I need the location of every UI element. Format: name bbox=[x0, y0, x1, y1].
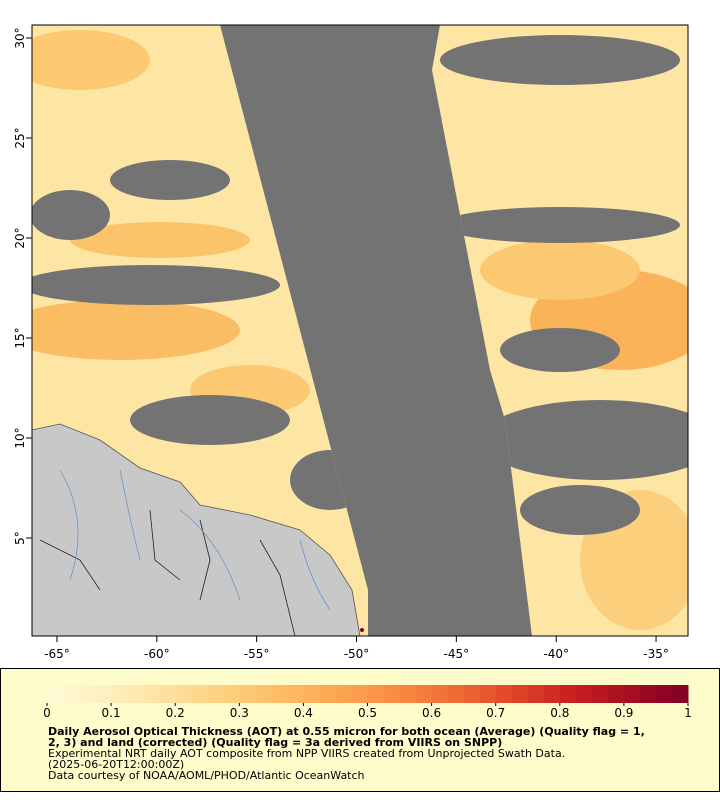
colorbar-cell bbox=[431, 685, 449, 703]
colorbar-tick-label: 0.9 bbox=[614, 706, 633, 720]
x-tick-label: -40° bbox=[543, 647, 569, 661]
colorbar-cell bbox=[527, 685, 545, 703]
colorbar-cell bbox=[479, 685, 497, 703]
colorbar-tick-label: 0.3 bbox=[230, 706, 249, 720]
caption-note: (2025-06-20T12:00:00Z) bbox=[48, 758, 184, 771]
y-tick-label: 25° bbox=[13, 127, 27, 148]
colorbar-cell bbox=[127, 685, 144, 703]
colorbar-cell bbox=[303, 685, 320, 703]
colorbar-tick-label: 0.1 bbox=[102, 706, 121, 720]
colorbar-cell bbox=[319, 685, 336, 703]
colorbar-cell bbox=[175, 685, 192, 703]
colorbar-cell bbox=[239, 685, 256, 703]
colorbar: 0 0.1 0.2 0.3 0.4 0.5 0.6 0.7 0.8 0.9 1 bbox=[43, 685, 692, 720]
colorbar-cell bbox=[623, 685, 641, 703]
colorbar-cell bbox=[495, 685, 513, 703]
colorbar-cell bbox=[559, 685, 577, 703]
colorbar-tick-label: 0.5 bbox=[358, 706, 377, 720]
colorbar-cell bbox=[47, 685, 64, 703]
colorbar-cell bbox=[591, 685, 609, 703]
colorbar-cell bbox=[399, 685, 417, 703]
x-tick-label: -65° bbox=[44, 647, 70, 661]
caption-title: Daily Aerosol Optical Thickness (AOT) at… bbox=[48, 725, 645, 738]
colorbar-cell bbox=[463, 685, 481, 703]
caption-title: 2, 3) and land (corrected) (Quality flag… bbox=[48, 736, 502, 749]
colorbar-tick-label: 0.4 bbox=[294, 706, 313, 720]
caption-note: Experimental NRT daily AOT composite fro… bbox=[48, 747, 565, 760]
colorbar-cell bbox=[351, 685, 368, 703]
colorbar-cell bbox=[607, 685, 625, 703]
y-tick-label: 20° bbox=[13, 227, 27, 248]
colorbar-cell bbox=[79, 685, 96, 703]
y-tick-label: 10° bbox=[13, 427, 27, 448]
colorbar-cell bbox=[255, 685, 272, 703]
colorbar-cell bbox=[159, 685, 176, 703]
x-tick-label: -50° bbox=[344, 647, 370, 661]
colorbar-cell bbox=[95, 685, 112, 703]
x-tick-label: -45° bbox=[444, 647, 470, 661]
y-tick-label: 30° bbox=[13, 27, 27, 48]
colorbar-tick-label: 0.8 bbox=[550, 706, 569, 720]
colorbar-cell bbox=[511, 685, 529, 703]
colorbar-cell bbox=[575, 685, 593, 703]
colorbar-cell bbox=[191, 685, 208, 703]
colorbar-cell bbox=[143, 685, 160, 703]
colorbar-tick-label: 0 bbox=[43, 706, 51, 720]
colorbar-cell bbox=[111, 685, 128, 703]
x-tick-label: -60° bbox=[144, 647, 170, 661]
colorbar-cell bbox=[287, 685, 304, 703]
colorbar-cell bbox=[671, 685, 689, 703]
map bbox=[32, 25, 688, 636]
colorbar-cell bbox=[543, 685, 561, 703]
x-tick-label: -35° bbox=[643, 647, 669, 661]
colorbar-cell bbox=[223, 685, 240, 703]
colorbar-tick-label: 0.6 bbox=[422, 706, 441, 720]
colorbar-tick-label: 1 bbox=[684, 706, 692, 720]
colorbar-tick-label: 0.2 bbox=[166, 706, 185, 720]
x-tick-label: -55° bbox=[244, 647, 270, 661]
y-tick-label: 5° bbox=[13, 531, 27, 545]
colorbar-cell bbox=[655, 685, 673, 703]
colorbar-cell bbox=[415, 685, 433, 703]
colorbar-cell bbox=[335, 685, 352, 703]
y-tick-label: 15° bbox=[13, 327, 27, 348]
colorbar-cell bbox=[207, 685, 224, 703]
axes: -65° -60° -55° -50° -45° -40° -35° 5° 10° 15° 20° 2… bbox=[13, 27, 669, 661]
caption-note: Data courtesy of NOAA/AOML/PHOD/Atlantic… bbox=[48, 769, 365, 782]
colorbar-tick-label: 0.7 bbox=[486, 706, 505, 720]
colorbar-cell bbox=[271, 685, 288, 703]
colorbar-cell bbox=[383, 685, 401, 703]
colorbar-cell bbox=[447, 685, 465, 703]
colorbar-cell bbox=[639, 685, 657, 703]
colorbar-cell bbox=[367, 685, 385, 703]
colorbar-cell bbox=[63, 685, 80, 703]
